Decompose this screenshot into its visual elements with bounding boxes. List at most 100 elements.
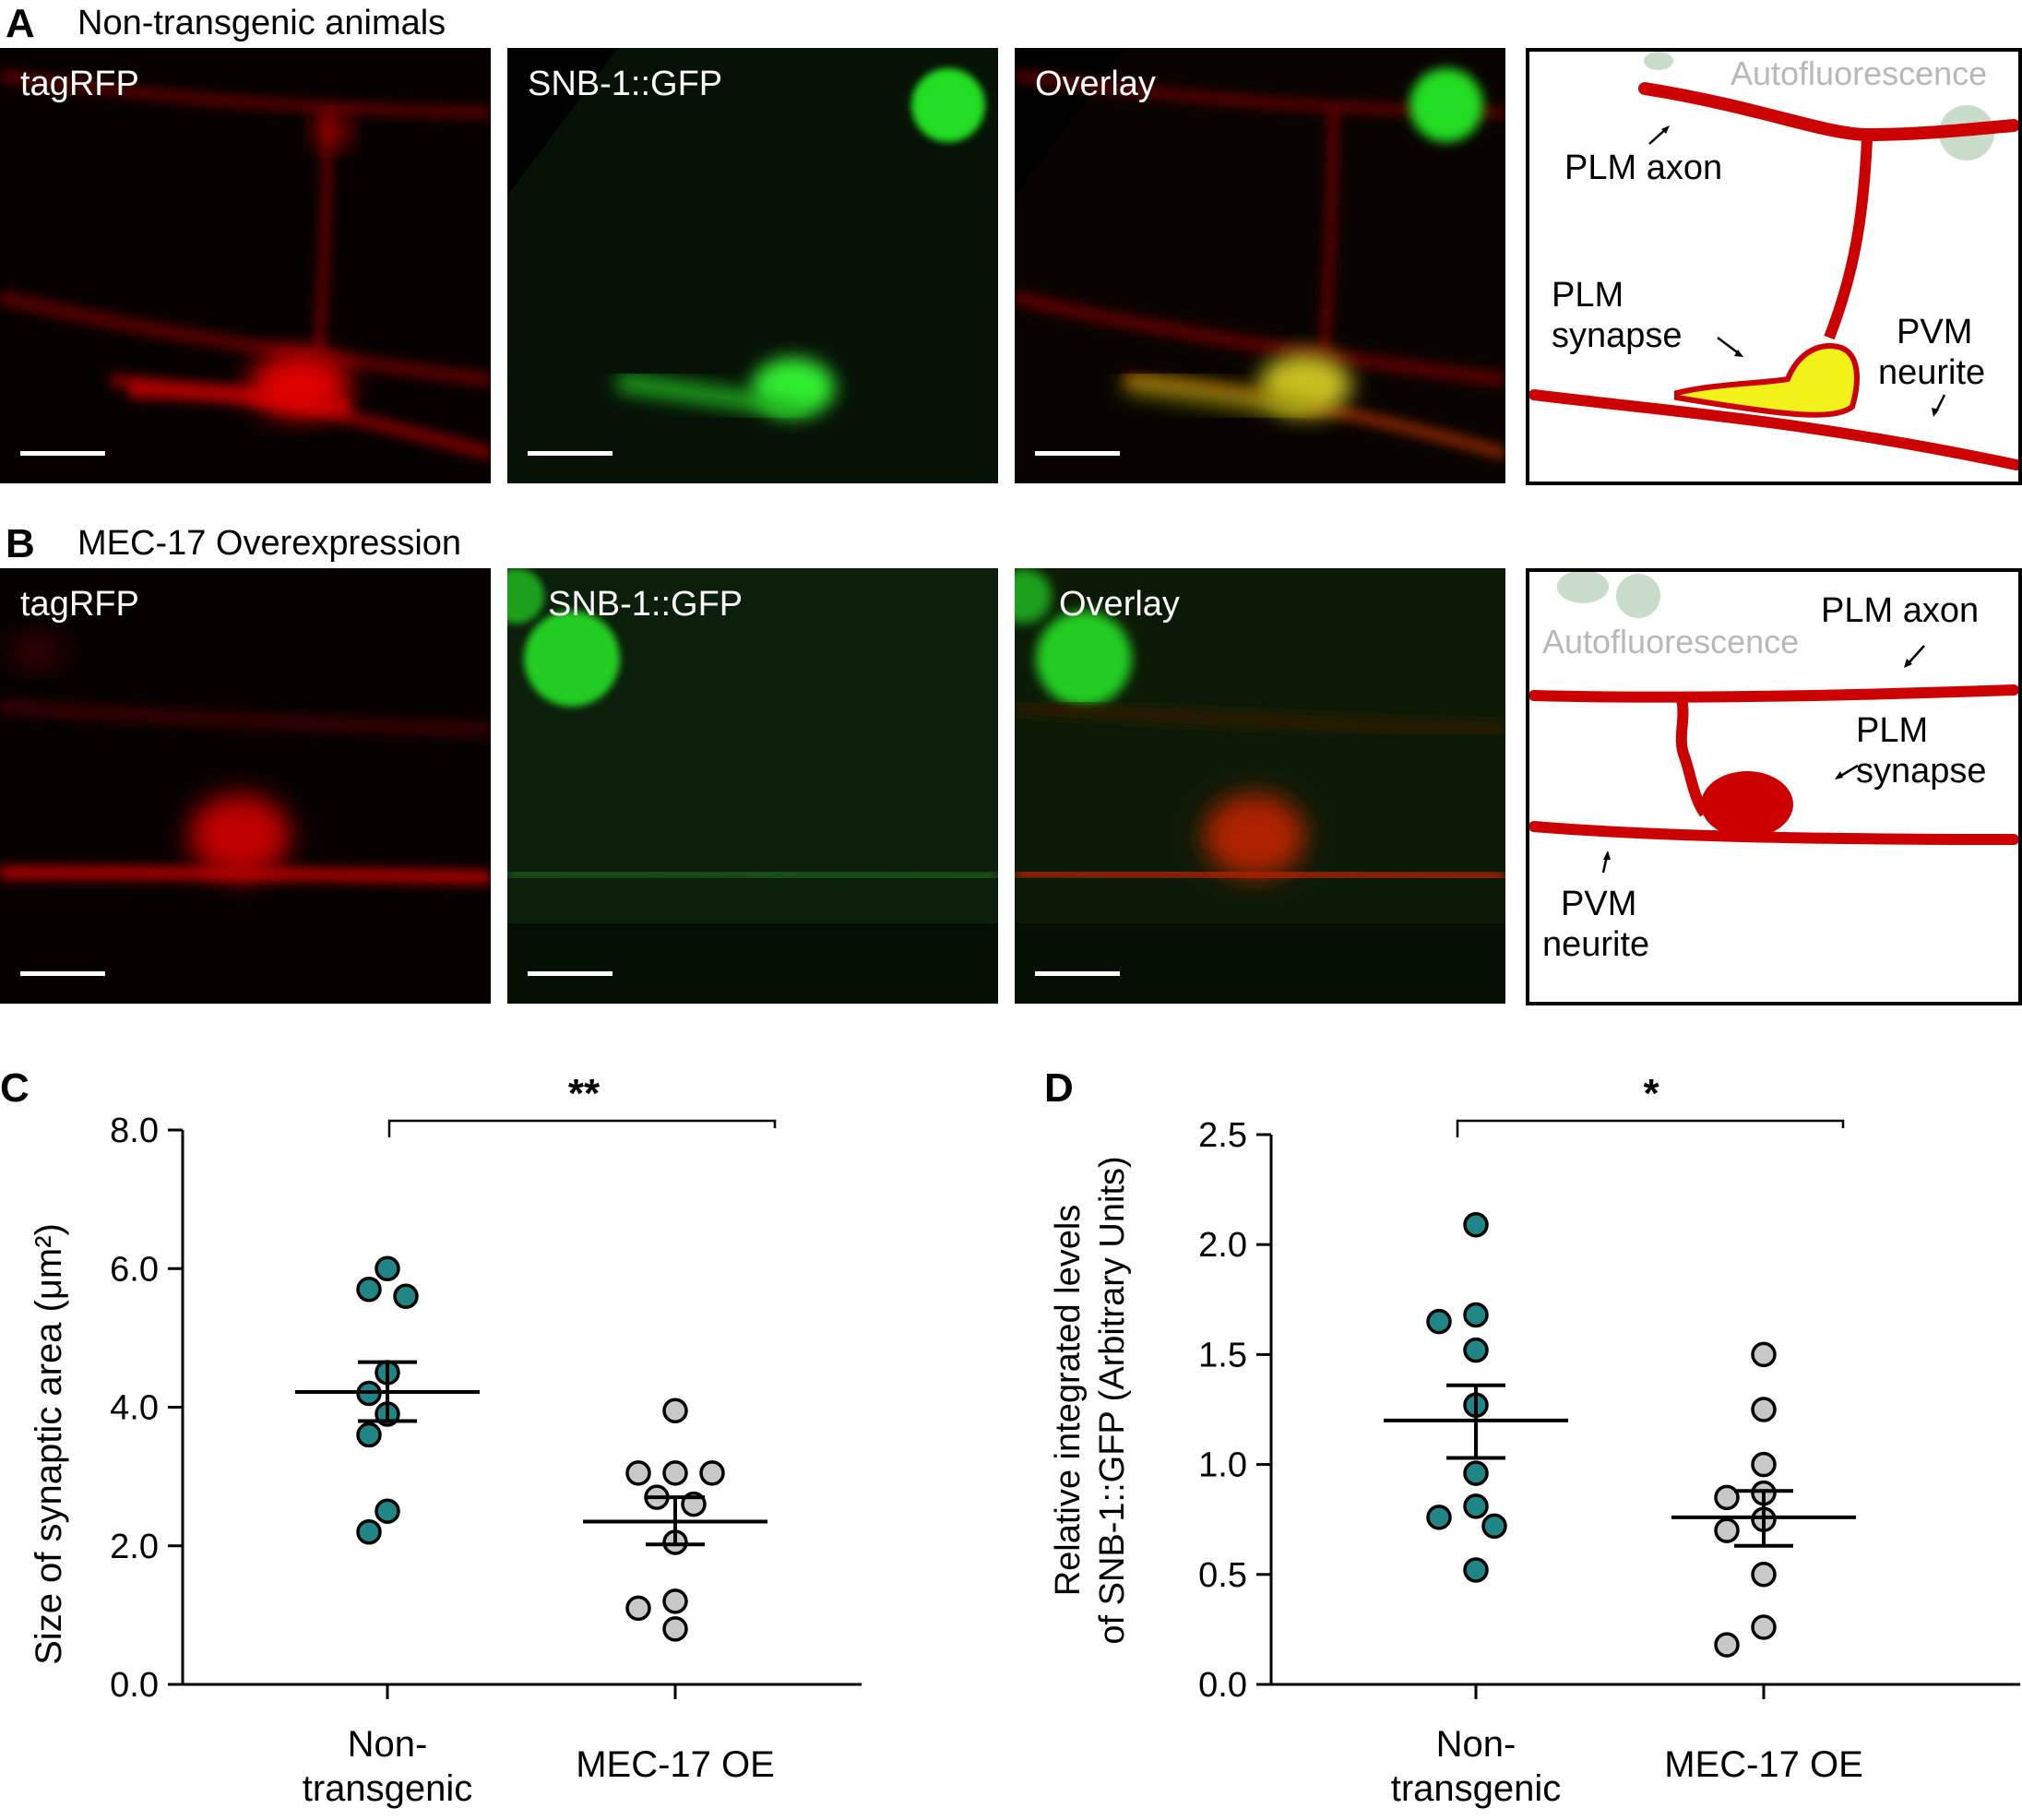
data-point [375,1498,400,1524]
data-point [1426,1505,1452,1530]
plm-synapse-shape [1674,343,1860,418]
y-tick-label: 6.0 [110,1250,159,1289]
data-point [1751,1562,1777,1588]
pvm-neurite-shape [1529,821,2018,845]
panel-d-chart: D 0.0 0.5 1.0 1.5 2.0 2.5 Non-transgenic MEC-17 … [922,1052,2022,1815]
data-point [1751,1614,1777,1640]
data-point [1463,1557,1489,1583]
panel-b-pvm-neurite-text-2: neurite [1542,925,1649,964]
y-axis-label: Size of synaptic area (μm²) [29,1223,69,1665]
data-point [625,1460,651,1486]
panel-d-letter: D [1044,1065,1074,1111]
x-category-label: transgenic [303,1768,473,1809]
panel-a-pvm-neurite-text-2: neurite [1878,353,1985,392]
panel-a-tagrfp-image: tagRFP [0,48,491,483]
y-tick-label: 1.5 [1198,1336,1247,1374]
data-point [375,1255,400,1281]
panel-a-autofluorescence-text: Autofluorescence [1731,54,1987,92]
panel-c-chart: C 0.0 2.0 4.0 6.0 8.0 Non-transgenic MEC-17 OE S… [0,1052,922,1815]
panel-b-title: MEC-17 Overexpression [77,524,462,563]
plm-branch-shape [1824,138,1873,340]
panel-a-title: Non-transgenic animals [77,4,446,42]
panel-b-gfp-scale-bar [528,971,613,976]
panel-b-plm-axon-text: PLM axon [1821,591,1979,630]
y-tick-label: 8.0 [110,1112,159,1150]
significance-label: ** [568,1071,601,1116]
data-point [1481,1513,1507,1540]
data-point [662,1398,688,1424]
data-point [1463,1493,1489,1519]
panel-a-gfp-scale-bar [528,451,613,456]
data-point [1463,1460,1489,1486]
panel-a-plm-synapse-text-2: synapse [1552,316,1683,355]
data-point [356,1277,382,1303]
panel-d-chart-svg: D 0.0 0.5 1.0 1.5 2.0 2.5 Non-transgenic MEC-17 … [1044,1065,2020,1809]
data-point [356,1422,382,1448]
panel-a-pvm-neurite-text-1: PVM [1897,313,1972,351]
panel-b-gfp-label: SNB-1::GFP [548,585,743,624]
significance-label: * [1643,1071,1659,1116]
panel-a-tagrfp-scale-bar [20,451,105,456]
x-category-label: Non- [348,1724,428,1765]
autofluorescence-blob [1557,572,1609,603]
panel-a-tagrfp-label: tagRFP [20,65,139,103]
y-axis-label: Relative integrated levels [1049,1205,1088,1597]
pvm-neurite-shape [1529,389,2018,470]
significance-bracket [1456,1119,1845,1137]
panel-b-pvm-neurite-text-1: PVM [1561,885,1636,923]
panel-b-autofluorescence-text: Autofluorescence [1542,623,1799,660]
y-tick-label: 4.0 [110,1389,159,1428]
data-point [1714,1484,1740,1511]
panel-a-schematic: Autofluorescence PLM axon PLM synapse PV… [1526,48,2022,485]
y-tick-label: 0.0 [110,1666,159,1705]
panel-b-schematic: Autofluorescence PLM axon PLM synapse PV… [1526,568,2022,1005]
plm-axon-shape [1638,82,2018,142]
data-point [625,1595,651,1622]
panel-b-overlay-label: Overlay [1059,585,1180,624]
data-point [1714,1632,1740,1658]
x-category-label: transgenic [1391,1768,1562,1809]
data-point [662,1616,688,1642]
y-tick-label: 0.0 [1198,1666,1247,1705]
panel-a-plm-axon-text: PLM axon [1564,149,1722,187]
panel-a-gfp-image: SNB-1::GFP [507,48,998,483]
data-point [662,1460,688,1486]
panel-b-tagrfp-image: tagRFP [0,568,491,1004]
panel-a-plm-synapse-text-1: PLM [1552,276,1624,315]
plm-axon-shape [1529,684,2018,703]
data-point [1751,1451,1777,1478]
panel-b-plm-synapse-text-1: PLM [1856,711,1928,750]
data-point [1751,1397,1777,1422]
y-tick-label: 2.0 [110,1528,159,1566]
data-point [1426,1308,1452,1335]
autofluorescence-blob [1644,52,1673,70]
panel-a-overlay-scale-bar [1035,451,1120,456]
panel-b-letter: B [6,521,35,566]
data-point [356,1518,382,1545]
y-axis-label: of SNB-1::GFP (Arbitrary Units) [1093,1156,1132,1644]
panel-b-overlay-image: Overlay [1015,568,1505,1004]
x-category-label: Non- [1436,1724,1516,1765]
panel-b-tagrfp-label: tagRFP [20,585,139,624]
panel-a-gfp-label: SNB-1::GFP [528,65,723,103]
y-tick-label: 2.0 [1198,1226,1247,1265]
data-point [393,1283,419,1310]
panel-c-letter: C [0,1065,30,1111]
plm-branch-shape [1675,697,1710,817]
y-tick-label: 1.0 [1198,1446,1247,1485]
panel-b-plm-synapse-text-2: synapse [1856,752,1987,791]
panel-c-chart-svg: C 0.0 2.0 4.0 6.0 8.0 Non-transgenic MEC-17 OE S… [0,1065,862,1809]
panel-a-overlay-image: Overlay [1015,48,1505,483]
panel-a-letter: A [6,1,35,46]
data-point [1714,1517,1740,1543]
significance-bracket [387,1119,777,1137]
plm-synapse-shape [1701,771,1793,838]
autofluorescence-blob [1616,574,1660,618]
data-point [1463,1337,1489,1363]
data-point [1751,1341,1777,1368]
data-point [1463,1211,1489,1238]
data-point [1463,1302,1489,1328]
panel-b-overlay-scale-bar [1035,971,1120,976]
panel-a-overlay-label: Overlay [1035,65,1156,103]
y-tick-label: 2.5 [1198,1116,1247,1155]
